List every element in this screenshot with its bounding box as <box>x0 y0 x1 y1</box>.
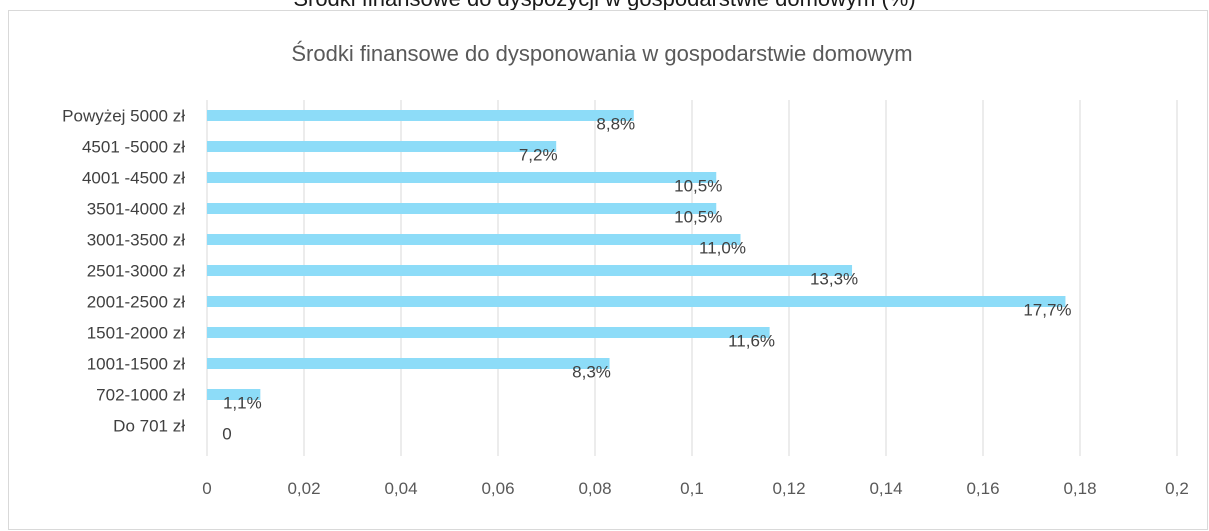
category-label: 4501 -5000 zł <box>82 138 185 157</box>
x-tick-label: 0,08 <box>578 479 611 498</box>
category-label: 2001-2500 zł <box>87 293 186 312</box>
gridlines <box>206 100 1178 456</box>
data-label: 8,8% <box>596 115 635 134</box>
data-labels: 8,8% 7,2% 10,5% 10,5% 11,0% 13,3% 17,7% 11,6% 8,… <box>222 115 1071 444</box>
bar <box>207 141 557 152</box>
category-label: 1001-1500 zł <box>87 355 186 374</box>
category-label: 3501-4000 zł <box>87 200 186 219</box>
category-labels: Powyżej 5000 zł 4501 -5000 zł 4001 -4500 z… <box>62 107 185 436</box>
x-tick-label: 0,2 <box>1165 479 1189 498</box>
bar <box>207 327 770 338</box>
category-label: 702-1000 zł <box>96 386 185 405</box>
category-label: 2501-3000 zł <box>87 262 186 281</box>
category-label: 1501-2000 zł <box>87 324 186 343</box>
x-tick-label: 0,16 <box>966 479 999 498</box>
bar <box>207 296 1066 307</box>
x-tick-label: 0,04 <box>384 479 417 498</box>
data-label: 10,5% <box>674 208 722 227</box>
category-label: 3001-3500 zł <box>87 231 186 250</box>
bar <box>207 358 610 369</box>
data-label: 1,1% <box>223 394 262 413</box>
x-tick-label: 0,14 <box>869 479 902 498</box>
x-tick-label: 0,02 <box>287 479 320 498</box>
top-caption: Środki finansowe do dyspozycji w gospoda… <box>0 0 1209 16</box>
data-label: 0 <box>222 425 231 444</box>
bar <box>207 265 853 276</box>
x-tick-labels: 0 0,02 0,04 0,06 0,08 0,1 0,12 0,14 0,16 0,18 0,2 <box>202 479 1189 498</box>
data-label: 10,5% <box>674 177 722 196</box>
bar <box>207 110 634 121</box>
x-tick-label: 0,18 <box>1063 479 1096 498</box>
bar <box>207 203 717 214</box>
bar <box>207 389 261 400</box>
bar <box>207 172 717 183</box>
data-label: 13,3% <box>810 270 858 289</box>
x-tick-label: 0 <box>202 479 211 498</box>
x-tick-label: 0,12 <box>772 479 805 498</box>
category-label: 4001 -4500 zł <box>82 169 185 188</box>
chart-frame: Środki finansowe do dysponowania w gospo… <box>8 10 1208 530</box>
x-tick-label: 0,06 <box>481 479 514 498</box>
data-label: 11,6% <box>728 332 775 351</box>
bars <box>207 110 1066 400</box>
chart-title: Środki finansowe do dysponowania w gospo… <box>291 41 912 66</box>
data-label: 11,0% <box>699 239 746 258</box>
bar <box>207 234 741 245</box>
category-label: Do 701 zł <box>113 417 185 436</box>
bar-chart: Środki finansowe do dysponowania w gospo… <box>62 41 1189 498</box>
data-label: 8,3% <box>572 363 611 382</box>
data-label: 7,2% <box>519 146 558 165</box>
data-label: 17,7% <box>1023 301 1071 320</box>
x-tick-label: 0,1 <box>680 479 704 498</box>
category-label: Powyżej 5000 zł <box>62 107 185 126</box>
